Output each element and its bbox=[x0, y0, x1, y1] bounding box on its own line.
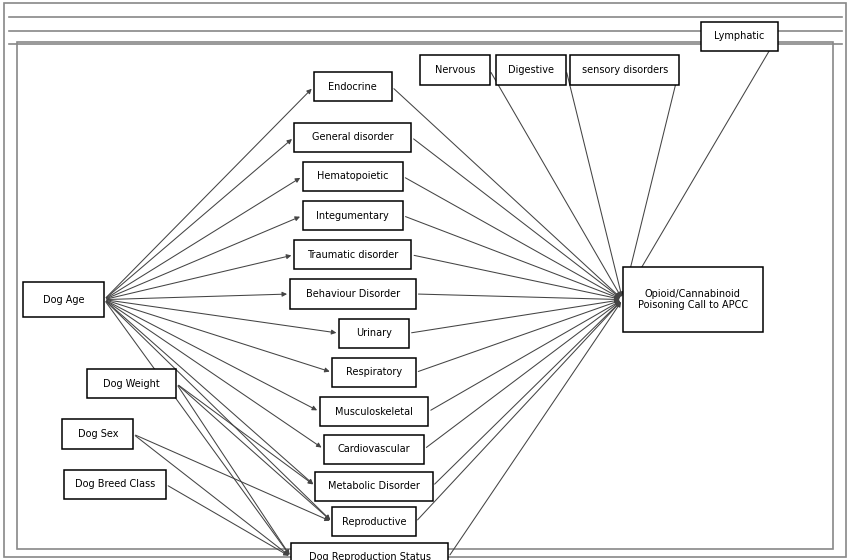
Bar bbox=[420, 55, 490, 85]
Bar bbox=[339, 319, 409, 348]
Text: Dog Sex: Dog Sex bbox=[77, 429, 118, 439]
Bar bbox=[315, 472, 433, 501]
Text: Urinary: Urinary bbox=[356, 328, 392, 338]
Text: Dog Age: Dog Age bbox=[43, 295, 84, 305]
Bar bbox=[622, 267, 762, 332]
Bar bbox=[63, 419, 133, 449]
Text: Opioid/Cannabinoid
Poisoning Call to APCC: Opioid/Cannabinoid Poisoning Call to APC… bbox=[638, 289, 748, 310]
Bar bbox=[303, 201, 403, 230]
Bar bbox=[291, 543, 449, 560]
Bar bbox=[496, 55, 566, 85]
Bar bbox=[570, 55, 679, 85]
Text: Nervous: Nervous bbox=[434, 65, 475, 75]
Text: General disorder: General disorder bbox=[312, 132, 394, 142]
Text: Integumentary: Integumentary bbox=[316, 211, 389, 221]
Text: sensory disorders: sensory disorders bbox=[581, 65, 668, 75]
Text: Reproductive: Reproductive bbox=[342, 517, 406, 527]
Text: Cardiovascular: Cardiovascular bbox=[337, 444, 411, 454]
Text: Musculoskeletal: Musculoskeletal bbox=[335, 407, 413, 417]
Text: Lymphatic: Lymphatic bbox=[714, 31, 765, 41]
Text: Dog Reproduction Status: Dog Reproduction Status bbox=[309, 552, 431, 560]
Bar bbox=[64, 470, 166, 499]
Text: Traumatic disorder: Traumatic disorder bbox=[307, 250, 399, 260]
Text: Dog Weight: Dog Weight bbox=[104, 379, 160, 389]
Bar bbox=[324, 435, 424, 464]
Text: Hematopoietic: Hematopoietic bbox=[317, 171, 388, 181]
Text: Digestive: Digestive bbox=[508, 65, 554, 75]
Text: Endocrine: Endocrine bbox=[328, 82, 377, 92]
Bar bbox=[320, 397, 428, 426]
Text: Respiratory: Respiratory bbox=[346, 367, 402, 377]
Bar bbox=[314, 72, 392, 101]
Bar bbox=[23, 282, 104, 317]
Bar bbox=[701, 22, 778, 51]
Bar bbox=[332, 358, 416, 387]
Bar bbox=[332, 507, 416, 536]
Text: Metabolic Disorder: Metabolic Disorder bbox=[328, 481, 420, 491]
Bar bbox=[303, 162, 403, 191]
Bar bbox=[290, 279, 416, 309]
Bar bbox=[87, 369, 177, 398]
Text: Dog Breed Class: Dog Breed Class bbox=[75, 479, 155, 489]
Bar bbox=[294, 240, 411, 269]
Text: Behaviour Disorder: Behaviour Disorder bbox=[306, 289, 400, 299]
Bar bbox=[294, 123, 411, 152]
